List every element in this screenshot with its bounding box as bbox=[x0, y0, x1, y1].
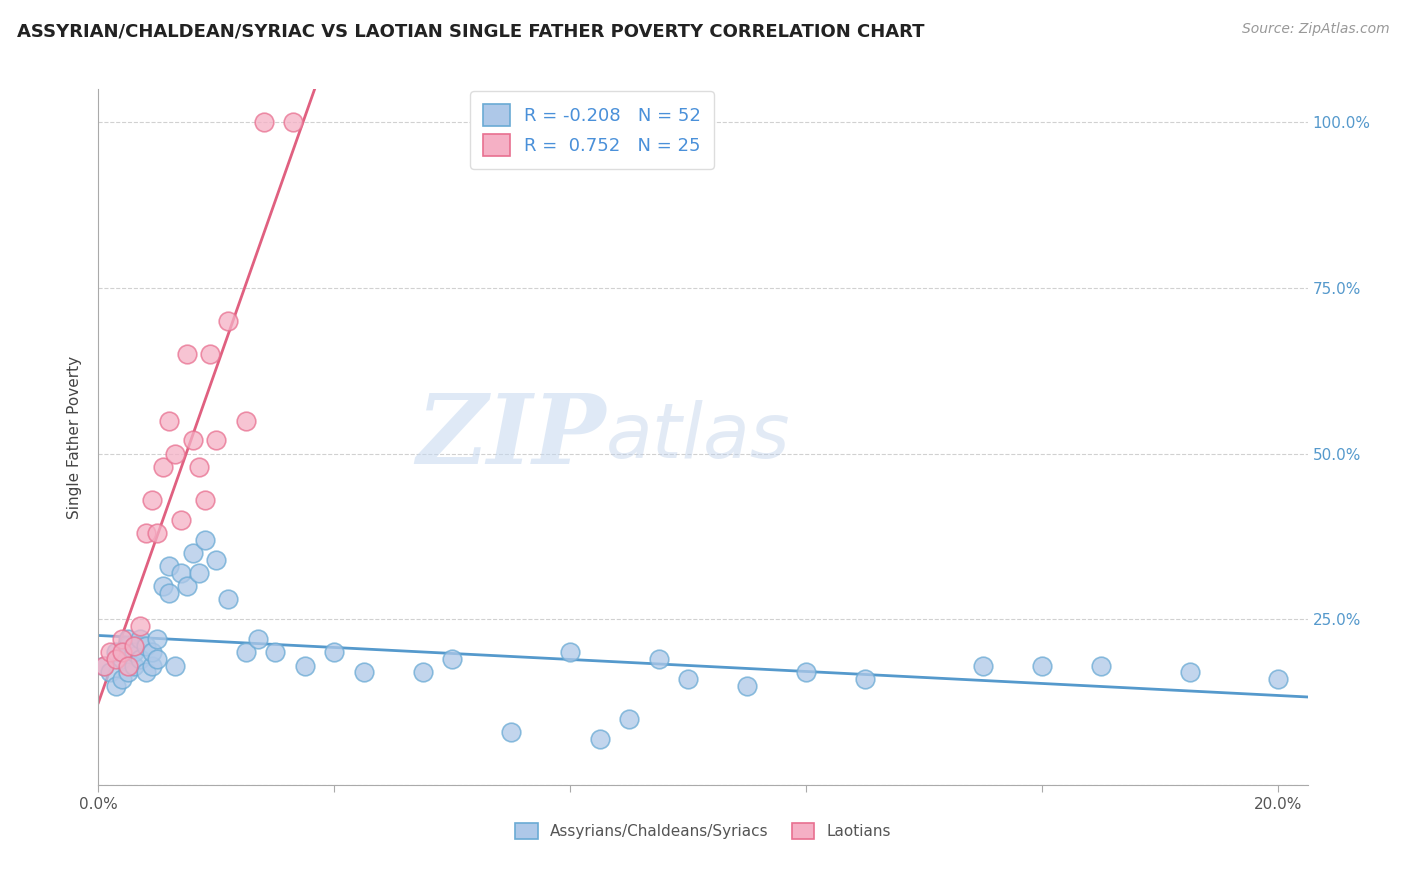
Point bbox=[157, 559, 180, 574]
Point bbox=[93, 658, 115, 673]
Point bbox=[141, 658, 163, 673]
Point bbox=[972, 658, 994, 673]
Point bbox=[146, 526, 169, 541]
Y-axis label: Single Father Poverty: Single Father Poverty bbox=[67, 356, 83, 518]
Point bbox=[117, 658, 139, 673]
Point bbox=[794, 665, 817, 680]
Text: ASSYRIAN/CHALDEAN/SYRIAC VS LAOTIAN SINGLE FATHER POVERTY CORRELATION CHART: ASSYRIAN/CHALDEAN/SYRIAC VS LAOTIAN SING… bbox=[17, 22, 924, 40]
Point bbox=[141, 493, 163, 508]
Legend: Assyrians/Chaldeans/Syriacs, Laotians: Assyrians/Chaldeans/Syriacs, Laotians bbox=[508, 815, 898, 847]
Point bbox=[187, 566, 209, 580]
Point bbox=[128, 632, 150, 647]
Point bbox=[135, 665, 157, 680]
Point bbox=[170, 566, 193, 580]
Point bbox=[117, 632, 139, 647]
Point bbox=[111, 645, 134, 659]
Point bbox=[205, 434, 228, 448]
Point bbox=[176, 579, 198, 593]
Point bbox=[648, 652, 671, 666]
Point bbox=[200, 347, 222, 361]
Point bbox=[205, 552, 228, 566]
Point bbox=[501, 725, 523, 739]
Point bbox=[323, 645, 346, 659]
Point bbox=[181, 546, 204, 560]
Point bbox=[187, 459, 209, 474]
Point bbox=[135, 526, 157, 541]
Point bbox=[353, 665, 375, 680]
Point bbox=[157, 586, 180, 600]
Point bbox=[170, 513, 193, 527]
Point bbox=[122, 639, 145, 653]
Point bbox=[1031, 658, 1053, 673]
Point bbox=[105, 652, 128, 666]
Point bbox=[98, 645, 121, 659]
Point bbox=[122, 645, 145, 659]
Point bbox=[128, 652, 150, 666]
Point bbox=[152, 459, 174, 474]
Point bbox=[176, 347, 198, 361]
Point bbox=[93, 658, 115, 673]
Point bbox=[146, 632, 169, 647]
Point bbox=[441, 652, 464, 666]
Text: atlas: atlas bbox=[606, 401, 790, 474]
Point bbox=[135, 639, 157, 653]
Point bbox=[281, 115, 304, 129]
Point bbox=[264, 645, 287, 659]
Text: Source: ZipAtlas.com: Source: ZipAtlas.com bbox=[1241, 22, 1389, 37]
Text: ZIP: ZIP bbox=[416, 390, 606, 484]
Point bbox=[235, 413, 257, 427]
Point bbox=[141, 645, 163, 659]
Point bbox=[194, 533, 217, 547]
Point bbox=[98, 665, 121, 680]
Point bbox=[217, 592, 239, 607]
Point bbox=[146, 652, 169, 666]
Point bbox=[853, 672, 876, 686]
Point bbox=[246, 632, 269, 647]
Point bbox=[111, 672, 134, 686]
Point bbox=[152, 579, 174, 593]
Point bbox=[111, 632, 134, 647]
Point bbox=[165, 447, 187, 461]
Point bbox=[105, 645, 128, 659]
Point bbox=[128, 619, 150, 633]
Point bbox=[181, 434, 204, 448]
Point bbox=[165, 658, 187, 673]
Point bbox=[1178, 665, 1201, 680]
Point bbox=[194, 493, 217, 508]
Point bbox=[589, 731, 612, 746]
Point bbox=[235, 645, 257, 659]
Point bbox=[117, 639, 139, 653]
Point bbox=[111, 652, 134, 666]
Point bbox=[560, 645, 582, 659]
Point bbox=[619, 712, 641, 726]
Point bbox=[735, 679, 758, 693]
Point bbox=[412, 665, 434, 680]
Point bbox=[1090, 658, 1112, 673]
Point bbox=[294, 658, 316, 673]
Point bbox=[122, 658, 145, 673]
Point bbox=[252, 115, 274, 129]
Point bbox=[1267, 672, 1289, 686]
Point bbox=[678, 672, 700, 686]
Point bbox=[217, 314, 239, 328]
Point bbox=[105, 679, 128, 693]
Point bbox=[157, 413, 180, 427]
Point bbox=[117, 665, 139, 680]
